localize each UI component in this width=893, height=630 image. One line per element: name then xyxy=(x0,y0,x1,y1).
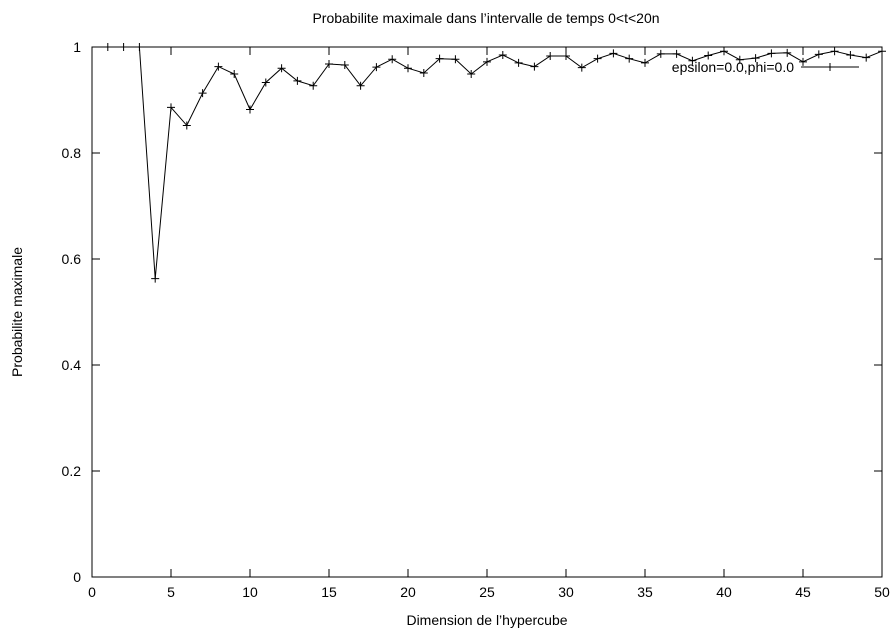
data-point xyxy=(656,49,665,58)
data-point xyxy=(609,49,618,58)
data-point xyxy=(151,274,160,283)
legend-marker-plus xyxy=(826,63,834,71)
legend: epsilon=0.0,phi=0.0 xyxy=(672,59,859,75)
data-point xyxy=(735,55,744,64)
x-tick-label-7: 35 xyxy=(637,584,653,600)
data-point xyxy=(198,89,207,98)
data-point xyxy=(830,47,839,56)
data-point xyxy=(514,58,523,67)
data-point xyxy=(704,51,713,60)
data-point xyxy=(467,70,476,79)
data-point xyxy=(751,54,760,63)
data-point xyxy=(625,54,634,63)
data-point xyxy=(103,43,112,51)
data-point xyxy=(356,81,365,90)
ticks xyxy=(91,46,883,578)
y-tick-label-5: 1 xyxy=(73,39,81,55)
x-tick-label-4: 20 xyxy=(400,584,416,600)
y-tick-label-2: 0.4 xyxy=(62,357,82,373)
data-point xyxy=(340,61,349,70)
x-tick-label-8: 40 xyxy=(716,584,732,600)
y-tick-label-1: 0.2 xyxy=(62,463,82,479)
data-point xyxy=(799,57,807,66)
chart-title: Probabilite maximale dans l’intervalle d… xyxy=(312,10,659,26)
data-point xyxy=(261,78,270,87)
data-point xyxy=(720,47,728,56)
series-group xyxy=(103,43,886,283)
x-tick-label-10: 50 xyxy=(874,584,890,600)
data-point xyxy=(182,121,191,130)
data-point xyxy=(119,43,128,51)
x-tick-label-3: 15 xyxy=(321,584,337,600)
data-point xyxy=(404,64,412,73)
data-point xyxy=(593,54,602,63)
x-tick-label-6: 30 xyxy=(558,584,574,600)
data-point xyxy=(641,58,649,67)
y-tick-label-4: 0.8 xyxy=(62,145,82,161)
data-point xyxy=(530,62,539,71)
plot-frame xyxy=(91,46,883,578)
data-point xyxy=(167,103,175,112)
data-point xyxy=(451,55,460,64)
data-point xyxy=(546,52,555,61)
data-point xyxy=(688,56,697,65)
data-point xyxy=(325,59,333,68)
data-point xyxy=(483,57,491,66)
data-point xyxy=(388,55,397,64)
x-tick-label-9: 45 xyxy=(795,584,811,600)
y-tick-label-3: 0.6 xyxy=(62,251,82,267)
data-point xyxy=(214,62,223,71)
tick-labels: 0 5 10 15 20 25 30 35 40 45 50 0 0.2 0.4 0.6 0.8 1 xyxy=(62,39,890,600)
data-point xyxy=(246,105,254,114)
data-point xyxy=(814,50,823,59)
data-point xyxy=(562,52,570,61)
data-point xyxy=(372,63,381,72)
data-point xyxy=(419,68,428,77)
y-tick-label-0: 0 xyxy=(73,569,81,585)
x-tick-label-2: 10 xyxy=(242,584,258,600)
data-point xyxy=(309,81,318,90)
data-point xyxy=(277,64,286,73)
x-axis-title: Dimension de l’hypercube xyxy=(406,612,567,628)
data-point xyxy=(498,50,507,59)
x-tick-label-5: 25 xyxy=(479,584,495,600)
legend-marker xyxy=(826,63,834,71)
data-point xyxy=(846,50,855,59)
data-point xyxy=(878,47,886,56)
data-point xyxy=(783,48,792,57)
x-tick-label-1: 5 xyxy=(167,584,175,600)
data-point xyxy=(230,70,239,79)
data-point xyxy=(672,49,681,58)
data-point xyxy=(862,53,871,62)
x-tick-label-0: 0 xyxy=(88,584,96,600)
data-point xyxy=(435,54,444,63)
data-point xyxy=(135,43,144,51)
data-point xyxy=(293,76,302,85)
y-axis-title: Probabilite maximale xyxy=(9,247,25,377)
data-point xyxy=(767,49,776,58)
data-point xyxy=(577,63,586,72)
series-line-0 xyxy=(107,46,883,279)
legend-label: epsilon=0.0,phi=0.0 xyxy=(672,59,794,75)
